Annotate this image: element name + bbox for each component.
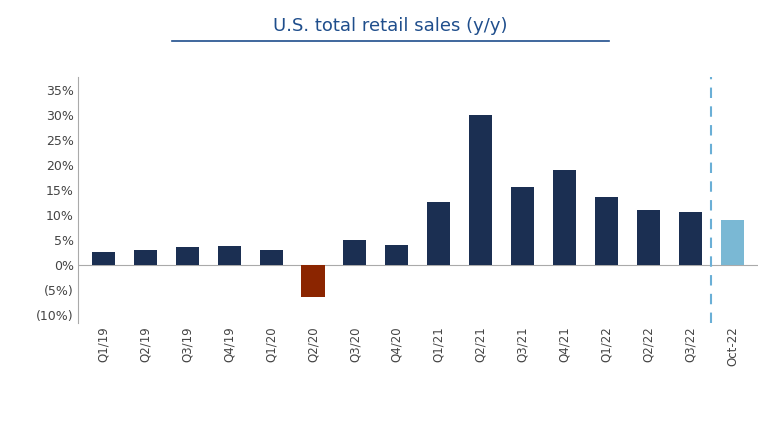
Bar (553, 170, 576, 265)
Bar (721, 220, 744, 265)
Bar (469, 115, 492, 265)
Text: U.S. total retail sales (y/y): U.S. total retail sales (y/y) (273, 17, 508, 35)
Bar (259, 250, 283, 265)
Bar (385, 245, 408, 265)
Bar (595, 197, 618, 265)
Bar (91, 252, 115, 265)
Bar (511, 187, 534, 265)
Bar (637, 210, 660, 265)
Bar (679, 212, 702, 265)
Bar (427, 203, 451, 265)
Bar (176, 248, 198, 265)
Bar (134, 250, 157, 265)
Bar (218, 246, 241, 265)
Bar (301, 265, 325, 298)
Bar (344, 240, 366, 265)
